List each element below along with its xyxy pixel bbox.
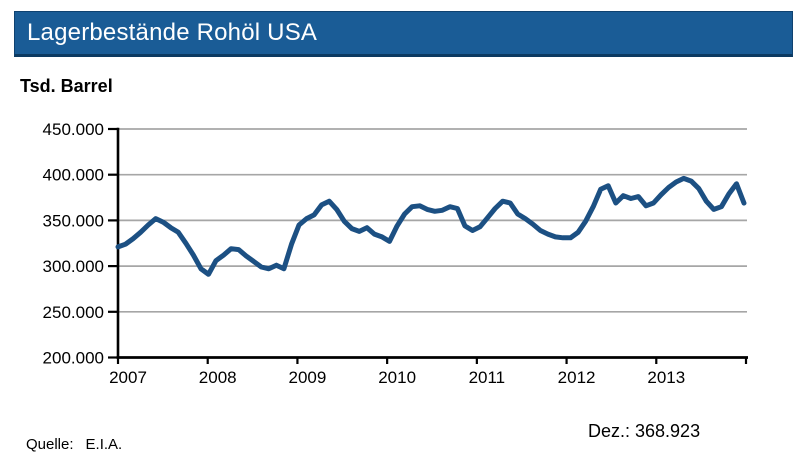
- source-value: E.I.A.: [85, 436, 123, 453]
- y-tick-label: 400.000: [43, 166, 104, 185]
- x-tick-label: 2008: [199, 368, 237, 387]
- x-tick-label: 2011: [469, 368, 506, 387]
- x-tick-label: 2010: [378, 368, 416, 387]
- last-value-annotation: Dez.: 368.923: [588, 421, 701, 441]
- chart-title: Lagerbestände Rohöl USA: [27, 19, 318, 46]
- y-tick-label: 350.000: [43, 211, 104, 230]
- source-label: Quelle: E.I.A.: [26, 436, 122, 453]
- x-tick-label: 2012: [558, 368, 596, 387]
- chart-title-bar: Lagerbestände Rohöl USA: [14, 11, 793, 57]
- y-tick-label: 200.000: [43, 349, 104, 368]
- x-tick-label: 2007: [109, 368, 147, 387]
- y-tick-label: 250.000: [43, 303, 104, 322]
- y-axis-unit-label: Tsd. Barrel: [20, 76, 113, 96]
- y-tick-label: 450.000: [43, 120, 104, 139]
- data-line: [115, 175, 747, 277]
- source-prefix: Quelle:: [26, 436, 74, 453]
- y-tick-label: 300.000: [43, 257, 104, 276]
- x-tick-label: 2013: [647, 368, 685, 387]
- x-tick-label: 2009: [289, 368, 327, 387]
